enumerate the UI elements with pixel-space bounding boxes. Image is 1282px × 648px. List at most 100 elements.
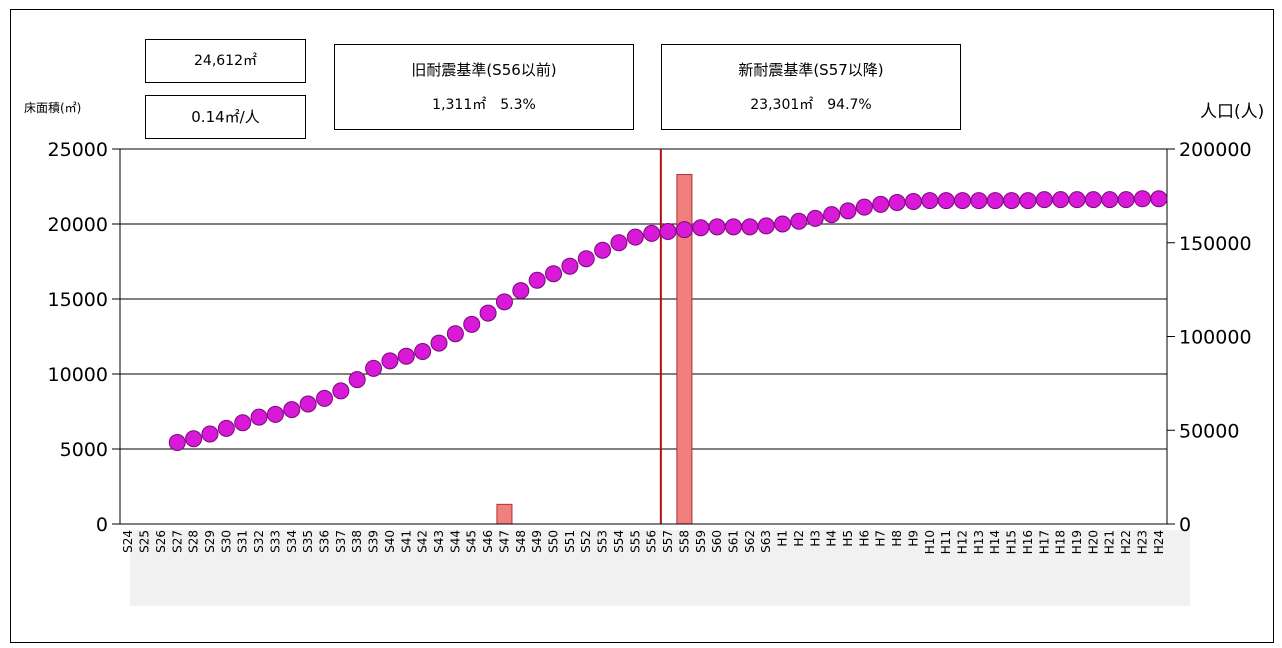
x-tick-label: S50 <box>547 530 561 553</box>
population-point <box>479 304 497 322</box>
x-tick-label: H10 <box>923 530 937 554</box>
x-tick-label: S56 <box>645 530 659 553</box>
old-standard-box: 旧耐震基準(S56以前) 1,311㎡ 5.3% <box>334 44 634 130</box>
x-tick-label: H2 <box>792 530 806 547</box>
x-tick-label: S57 <box>661 530 675 553</box>
left-tick-label: 10000 <box>48 364 108 386</box>
x-tick-label: H21 <box>1103 530 1117 554</box>
population-point <box>757 217 775 235</box>
x-tick-label: S41 <box>399 530 413 553</box>
x-tick-label: S60 <box>710 530 724 553</box>
total-area-value: 24,612㎡ <box>194 53 257 69</box>
x-tick-label: H17 <box>1037 530 1051 554</box>
population-point <box>774 215 792 233</box>
population-point <box>332 382 350 400</box>
population-point <box>708 218 726 236</box>
x-tick-label: S32 <box>252 530 266 553</box>
population-point <box>283 401 301 419</box>
left-tick-label: 5000 <box>60 439 108 461</box>
x-tick-label: S43 <box>432 530 446 553</box>
x-tick-label: S28 <box>187 530 201 553</box>
population-point <box>741 218 759 236</box>
x-tick-label: S45 <box>465 530 479 553</box>
population-point <box>365 359 383 377</box>
left-tick-label: 25000 <box>48 139 108 161</box>
new-standard-title: 新耐震基準(S57以降) <box>738 61 884 79</box>
population-point <box>1003 192 1021 210</box>
x-tick-label: S62 <box>743 530 757 553</box>
left-tick-label: 0 <box>96 514 108 536</box>
right-tick-label: 200000 <box>1179 139 1252 161</box>
population-point <box>250 408 268 426</box>
x-tick-label: H15 <box>1005 530 1019 554</box>
population-point <box>659 223 677 240</box>
per-person-box: 0.14㎡/人 <box>145 95 306 139</box>
population-point <box>315 389 333 407</box>
population-point <box>643 224 661 242</box>
population-point <box>888 193 906 211</box>
x-tick-label: S54 <box>612 530 626 553</box>
left-axis-label: 床面積(㎡) <box>20 97 86 118</box>
x-tick-label: H23 <box>1135 530 1149 554</box>
population-point <box>1150 190 1168 208</box>
population-point <box>806 209 824 227</box>
x-tick-label: S49 <box>530 530 544 553</box>
right-axis-label: 人口(人) <box>1200 102 1265 122</box>
population-point <box>986 192 1004 210</box>
x-tick-label: H12 <box>956 530 970 554</box>
population-point <box>561 257 579 275</box>
population-point <box>692 219 710 237</box>
x-tick-label: H24 <box>1152 530 1166 554</box>
x-tick-label: S63 <box>759 530 773 553</box>
population-point <box>266 405 284 423</box>
old-standard-value: 1,311㎡ 5.3% <box>432 97 536 113</box>
population-point <box>545 265 563 283</box>
x-tick-label: S31 <box>236 530 250 553</box>
x-tick-label: S53 <box>596 530 610 553</box>
x-tick-label: S51 <box>563 530 577 553</box>
x-axis-label-area <box>130 530 1190 606</box>
population-point <box>414 343 432 360</box>
x-tick-label: S29 <box>203 530 217 553</box>
x-tick-label: S52 <box>579 530 593 553</box>
x-tick-label: S39 <box>367 530 381 553</box>
population-point <box>299 395 317 413</box>
x-tick-label: S48 <box>514 530 528 553</box>
population-point <box>1101 191 1119 209</box>
population-point <box>381 352 399 370</box>
x-tick-label: H22 <box>1119 530 1133 554</box>
x-tick-label: S33 <box>268 530 282 553</box>
new-standard-box: 新耐震基準(S57以降) 23,301㎡ 94.7% <box>661 44 961 130</box>
x-tick-label: S34 <box>285 530 299 553</box>
population-point <box>626 228 644 246</box>
x-tick-label: S40 <box>383 530 397 553</box>
right-tick-label: 0 <box>1179 514 1191 536</box>
right-tick-label: 50000 <box>1179 420 1239 442</box>
population-point <box>1035 191 1053 209</box>
population-point <box>1117 191 1135 209</box>
population-point <box>872 195 890 213</box>
population-point <box>1084 191 1102 209</box>
x-tick-label: S46 <box>481 530 495 553</box>
population-point <box>512 282 530 300</box>
x-tick-label: S44 <box>448 530 462 553</box>
population-point <box>610 234 628 252</box>
x-tick-label: S35 <box>301 530 315 553</box>
x-tick-label: S27 <box>170 530 184 553</box>
right-tick-label: 100000 <box>1179 327 1252 349</box>
left-tick-label: 15000 <box>48 289 108 311</box>
x-tick-label: H3 <box>808 530 822 547</box>
x-tick-label: H5 <box>841 530 855 547</box>
x-tick-label: H14 <box>988 530 1002 554</box>
x-tick-label: H7 <box>874 530 888 547</box>
x-tick-label: H1 <box>776 530 790 547</box>
x-tick-label: S25 <box>138 530 152 553</box>
population-point <box>1019 192 1037 210</box>
population-point <box>921 192 939 210</box>
population-point <box>201 425 219 443</box>
x-tick-label: H18 <box>1054 530 1068 554</box>
x-tick-label: S42 <box>416 530 430 553</box>
x-tick-label: S30 <box>219 530 233 553</box>
population-point <box>495 293 513 311</box>
